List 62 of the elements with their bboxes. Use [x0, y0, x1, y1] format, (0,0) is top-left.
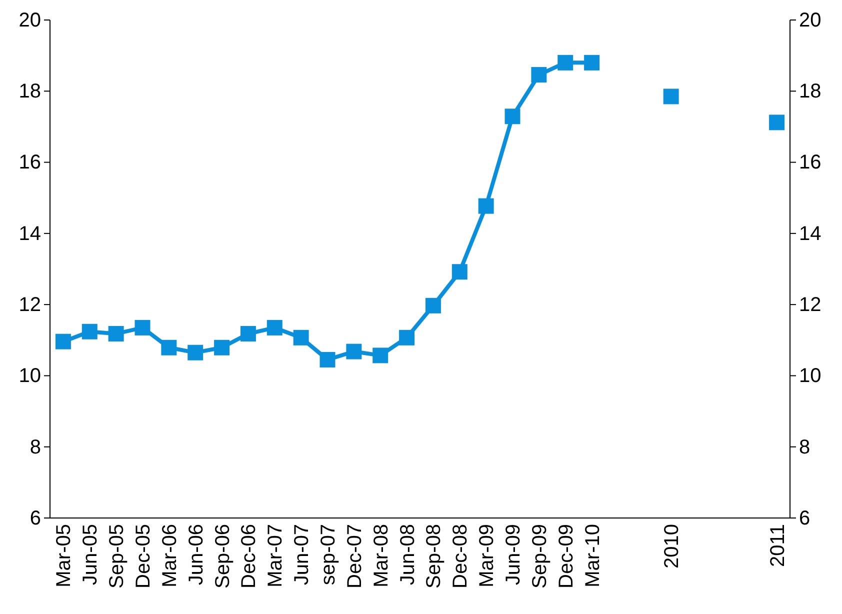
y-tick-label: 14	[18, 222, 41, 245]
x-tick-label: Dec-09	[555, 524, 578, 588]
x-tick-label: Mar-09	[476, 524, 498, 588]
x-tick-label: Dec-07	[344, 524, 366, 588]
x-tick-label: Mar-07	[264, 524, 287, 588]
point	[161, 340, 177, 356]
x-tick-label: Sep-05	[106, 524, 128, 588]
y2-tick-label: 6	[799, 507, 810, 530]
y2-tick-label: 10	[799, 365, 822, 388]
point	[266, 320, 282, 336]
x-tick-label: sep-07	[318, 524, 340, 586]
point	[372, 348, 388, 364]
x-tick-label: Sep-09	[528, 524, 551, 588]
y-tick-label: 20	[18, 9, 41, 32]
y2-tick-label: 20	[799, 9, 822, 32]
x-tick-label: Mar-10	[582, 524, 604, 588]
point	[293, 330, 309, 346]
x-tick-label: Dec-05	[132, 524, 154, 588]
y-tick-label: 6	[30, 507, 41, 530]
point	[399, 330, 415, 346]
point	[558, 54, 574, 70]
y2-tick-label: 14	[799, 222, 822, 245]
x-tick-label: Jun-07	[291, 524, 314, 586]
point	[214, 340, 230, 356]
point	[663, 88, 679, 104]
y-tick-label: 8	[30, 436, 41, 458]
y2-tick-label: 16	[799, 152, 822, 174]
point	[584, 54, 600, 70]
x-tick-label: Dec-08	[450, 524, 472, 588]
point	[346, 344, 362, 360]
x-tick-label: Sep-08	[423, 524, 446, 588]
point	[425, 298, 441, 314]
y2-tick-label: 12	[799, 294, 822, 316]
y-tick-label: 18	[18, 80, 41, 103]
point	[82, 324, 98, 340]
point	[320, 352, 336, 368]
x-tick-label: Jun-08	[396, 524, 419, 586]
x-tick-label: Sep-06	[212, 524, 234, 588]
point	[240, 326, 256, 342]
y2-tick-label: 18	[799, 80, 822, 103]
point	[478, 198, 494, 214]
x-tick-label: Jun-06	[185, 524, 208, 586]
x-tick-label: Jun-05	[80, 524, 102, 586]
x-tick-label: Mar-05	[53, 524, 76, 588]
y2-tick-label: 8	[799, 436, 810, 458]
x-tick-label: 2011	[766, 524, 789, 568]
x-tick-label: Dec-06	[238, 524, 260, 588]
x-tick-label: Jun-09	[502, 524, 524, 586]
point	[55, 334, 71, 350]
y-tick-label: 10	[18, 365, 41, 388]
point	[188, 344, 204, 360]
y-tick-label: 16	[18, 152, 41, 174]
y-tick-label: 12	[18, 294, 41, 316]
x-tick-label: 2010	[661, 524, 684, 568]
point	[769, 114, 785, 130]
point	[531, 67, 547, 83]
point	[452, 264, 468, 280]
point	[134, 320, 150, 336]
x-tick-label: Mar-06	[158, 524, 181, 588]
point	[504, 108, 520, 124]
x-tick-label: Mar-08	[370, 524, 392, 588]
point	[108, 326, 124, 342]
